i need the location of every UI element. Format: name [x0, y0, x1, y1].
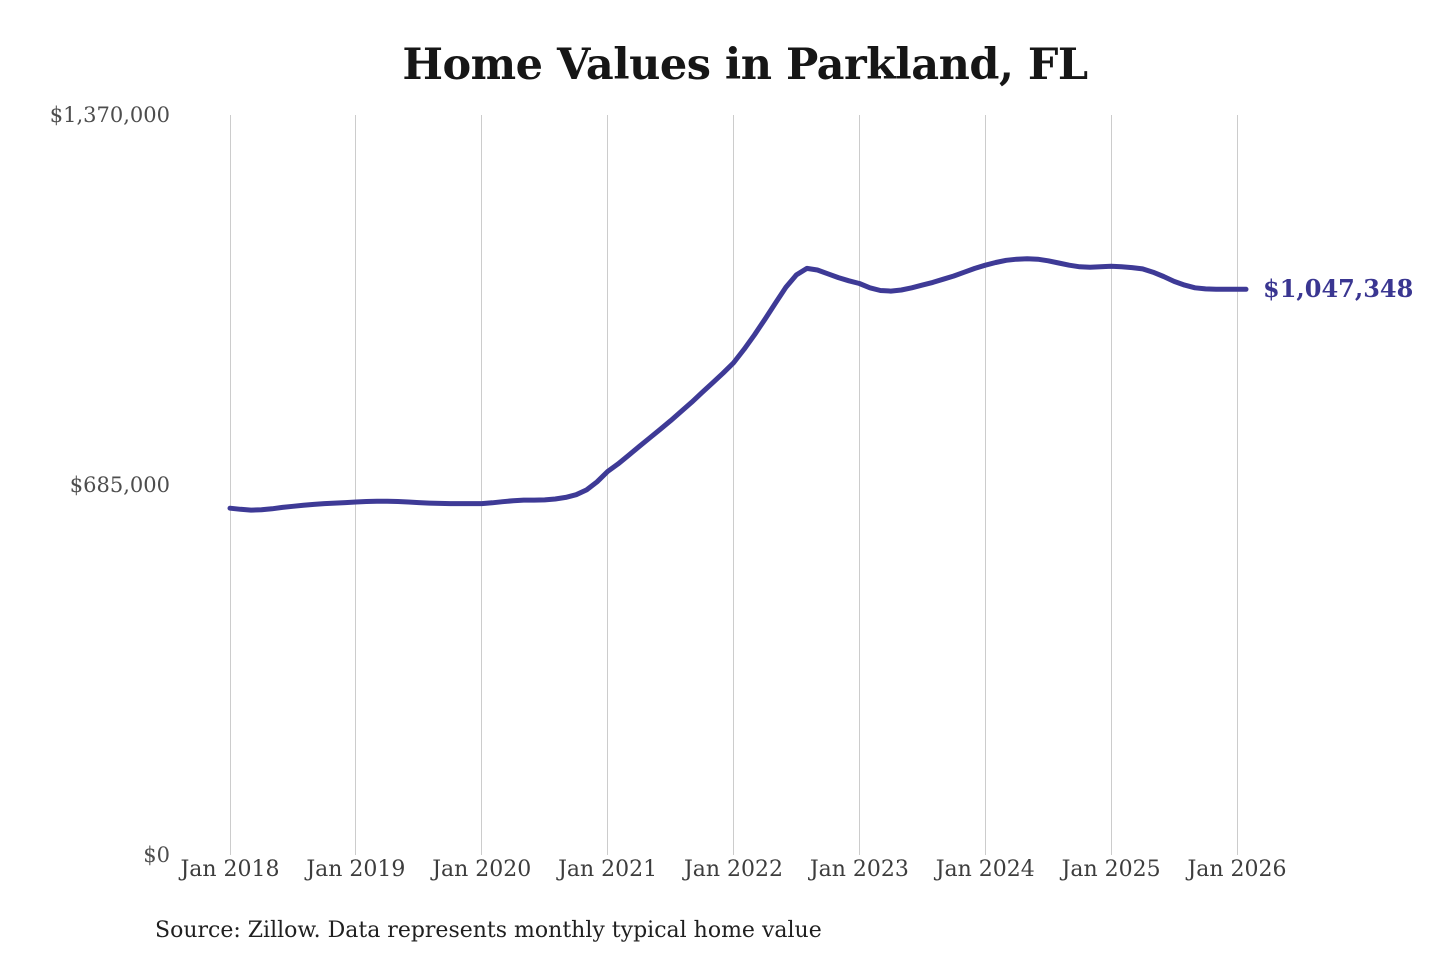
x-axis-tick-label: Jan 2023: [809, 857, 909, 882]
y-axis-tick-label: $0: [143, 843, 170, 867]
y-axis-tick-label: $1,370,000: [49, 103, 170, 127]
vertical-gridline: [1110, 115, 1112, 855]
x-axis-tick-label: Jan 2021: [558, 857, 658, 882]
source-note: Source: Zillow. Data represents monthly …: [155, 918, 822, 943]
vertical-gridline: [858, 115, 860, 855]
vertical-gridline: [355, 115, 357, 855]
x-axis-tick-label: Jan 2020: [432, 857, 532, 882]
x-axis-tick-label: Jan 2025: [1061, 857, 1161, 882]
y-axis-tick-label: $685,000: [69, 473, 170, 497]
x-axis-tick-label: Jan 2026: [1187, 857, 1287, 882]
vertical-gridline: [1236, 115, 1238, 855]
chart-title: Home Values in Parkland, FL: [402, 40, 1088, 90]
x-axis-tick-label: Jan 2022: [683, 857, 784, 882]
vertical-gridline: [984, 115, 986, 855]
x-axis-tick-label: Jan 2024: [935, 857, 1035, 882]
latest-value-label: $1,047,348: [1263, 274, 1414, 304]
home-value-series-line: [227, 256, 1249, 513]
vertical-gridline: [481, 115, 483, 855]
vertical-gridline: [229, 115, 231, 855]
x-axis-tick-label: Jan 2018: [180, 857, 280, 882]
vertical-gridline: [607, 115, 609, 855]
vertical-gridline: [733, 115, 734, 855]
x-axis-tick-label: Jan 2019: [306, 857, 406, 882]
